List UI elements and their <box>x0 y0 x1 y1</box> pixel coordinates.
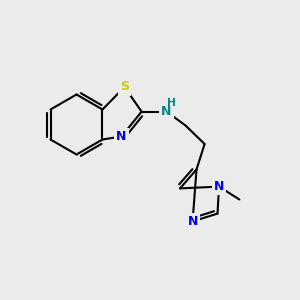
Text: N: N <box>214 180 224 193</box>
Text: S: S <box>120 80 129 94</box>
Text: N: N <box>161 105 172 118</box>
Text: N: N <box>188 215 198 228</box>
Text: H: H <box>167 98 176 108</box>
Text: N: N <box>116 130 127 143</box>
